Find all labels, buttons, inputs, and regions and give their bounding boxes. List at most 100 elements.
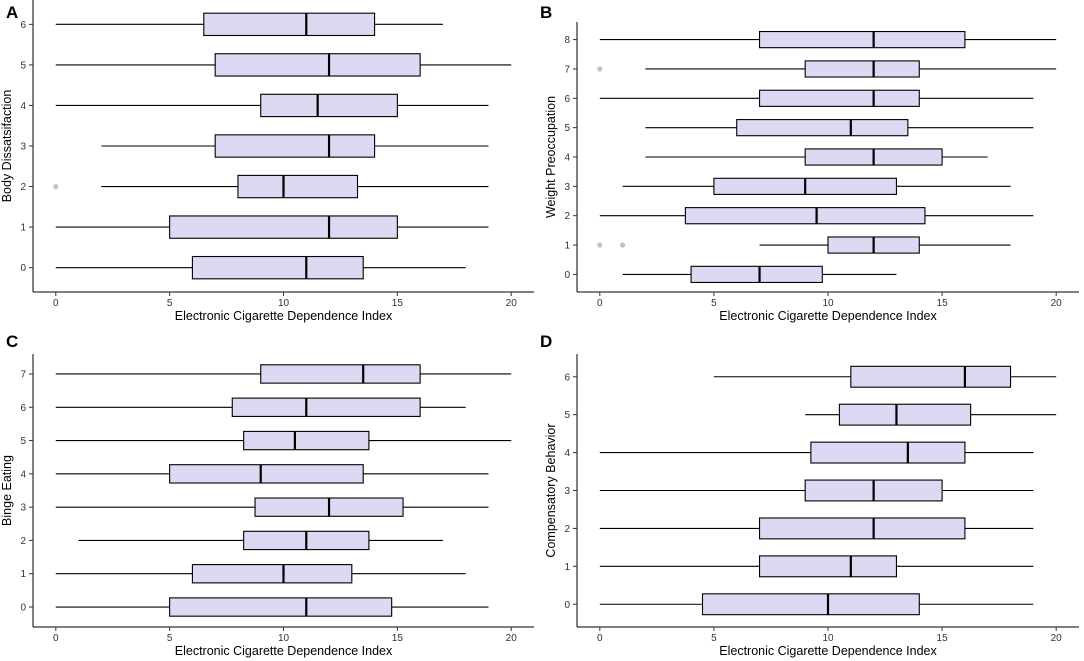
x-tick-label: 20 — [1051, 298, 1063, 309]
y-tick-label: 7 — [564, 64, 570, 75]
box-1 — [599, 555, 1034, 578]
box-3 — [622, 177, 1011, 195]
box-6 — [55, 12, 443, 37]
x-tick-label: 5 — [711, 633, 717, 644]
y-tick-label: 1 — [564, 562, 570, 573]
y-tick-label: 2 — [564, 524, 570, 535]
x-tick-label: 10 — [278, 633, 290, 644]
box-5 — [645, 119, 1034, 137]
box-4 — [645, 148, 988, 166]
box-3 — [599, 479, 1034, 502]
box-1 — [597, 236, 1011, 254]
y-tick-label: 5 — [564, 123, 570, 134]
box-4 — [55, 464, 489, 484]
box-iqr — [758, 30, 966, 49]
box-iqr — [810, 441, 966, 464]
y-tick-label: 4 — [564, 153, 570, 164]
y-tick-label: 8 — [564, 35, 570, 46]
y-tick-label: 1 — [20, 569, 26, 580]
box-1 — [55, 564, 466, 584]
y-tick-label: 5 — [564, 410, 570, 421]
x-axis-title: Electronic Cigarette Dependence Index — [719, 309, 937, 323]
box-iqr — [804, 60, 920, 78]
outlier-point — [53, 183, 59, 190]
box-0 — [55, 597, 489, 617]
box-iqr — [838, 403, 972, 426]
y-tick-label: 4 — [564, 448, 570, 459]
box-iqr — [758, 89, 920, 107]
y-tick-label: 5 — [20, 60, 26, 71]
box-iqr — [214, 134, 376, 158]
box-6 — [599, 89, 1034, 107]
y-tick-label: 3 — [564, 182, 570, 193]
y-axis-title: Body Dissatsifaction — [0, 90, 14, 203]
x-tick-label: 0 — [53, 633, 59, 644]
box-iqr — [169, 215, 398, 239]
box-2 — [599, 207, 1034, 225]
x-tick-label: 10 — [822, 633, 834, 644]
x-tick-label: 10 — [822, 298, 834, 309]
y-tick-label: 0 — [20, 603, 26, 614]
box-iqr — [758, 555, 898, 578]
box-iqr — [203, 12, 376, 37]
box-5 — [55, 53, 512, 77]
box-iqr — [736, 119, 909, 137]
box-2 — [599, 517, 1034, 540]
x-tick-label: 0 — [597, 633, 603, 644]
box-6 — [55, 397, 466, 417]
y-tick-label: 6 — [20, 20, 26, 31]
box-iqr — [214, 53, 421, 77]
y-tick-label: 2 — [20, 536, 26, 547]
y-tick-label: 7 — [20, 369, 26, 380]
box-iqr — [260, 93, 398, 118]
box-3 — [101, 134, 489, 158]
box-8 — [599, 30, 1057, 49]
x-axis-title: Electronic Cigarette Dependence Index — [175, 309, 393, 323]
panel-b: B 0 5 10 15 20 Electronic Cigarette Dependence… — [540, 3, 1079, 323]
box-1 — [55, 215, 489, 239]
outlier-point — [597, 242, 603, 248]
x-tick-label: 20 — [506, 298, 518, 309]
x-tick-label: 15 — [937, 298, 949, 309]
box-iqr — [690, 265, 823, 284]
box-iqr — [191, 255, 364, 280]
x-tick-label: 0 — [53, 298, 59, 309]
y-tick-label: 1 — [564, 241, 570, 252]
y-tick-label: 0 — [564, 270, 570, 281]
x-tick-label: 15 — [392, 633, 404, 644]
y-tick-label: 2 — [564, 211, 570, 222]
x-tick-label: 5 — [167, 633, 173, 644]
y-tick-label: 6 — [20, 403, 26, 414]
y-axis-title: Binge Eating — [0, 455, 14, 526]
panel-letter: A — [6, 3, 18, 22]
y-tick-label: 0 — [564, 600, 570, 611]
box-iqr — [169, 597, 393, 617]
outlier-point — [620, 242, 626, 248]
y-axis-title: Weight Preoccupation — [544, 96, 558, 218]
box-2 — [78, 530, 443, 551]
y-tick-label: 4 — [20, 469, 26, 480]
y-tick-label: 3 — [564, 486, 570, 497]
box-iqr — [169, 464, 364, 484]
x-axis-title: Electronic Cigarette Dependence Index — [175, 644, 393, 658]
box-iqr — [237, 174, 359, 199]
box-4 — [55, 93, 489, 118]
y-tick-label: 3 — [20, 142, 26, 153]
x-tick-label: 20 — [1051, 633, 1063, 644]
outlier-point — [597, 66, 603, 72]
box-7 — [597, 60, 1057, 78]
box-iqr — [684, 207, 926, 225]
box-0 — [622, 265, 897, 284]
box-iqr — [850, 365, 1012, 388]
box-iqr — [701, 593, 920, 616]
box-0 — [599, 593, 1034, 616]
panel-letter: B — [540, 3, 552, 22]
x-tick-label: 20 — [506, 633, 518, 644]
box-3 — [55, 497, 489, 517]
box-5 — [805, 403, 1057, 426]
y-tick-label: 6 — [564, 372, 570, 383]
